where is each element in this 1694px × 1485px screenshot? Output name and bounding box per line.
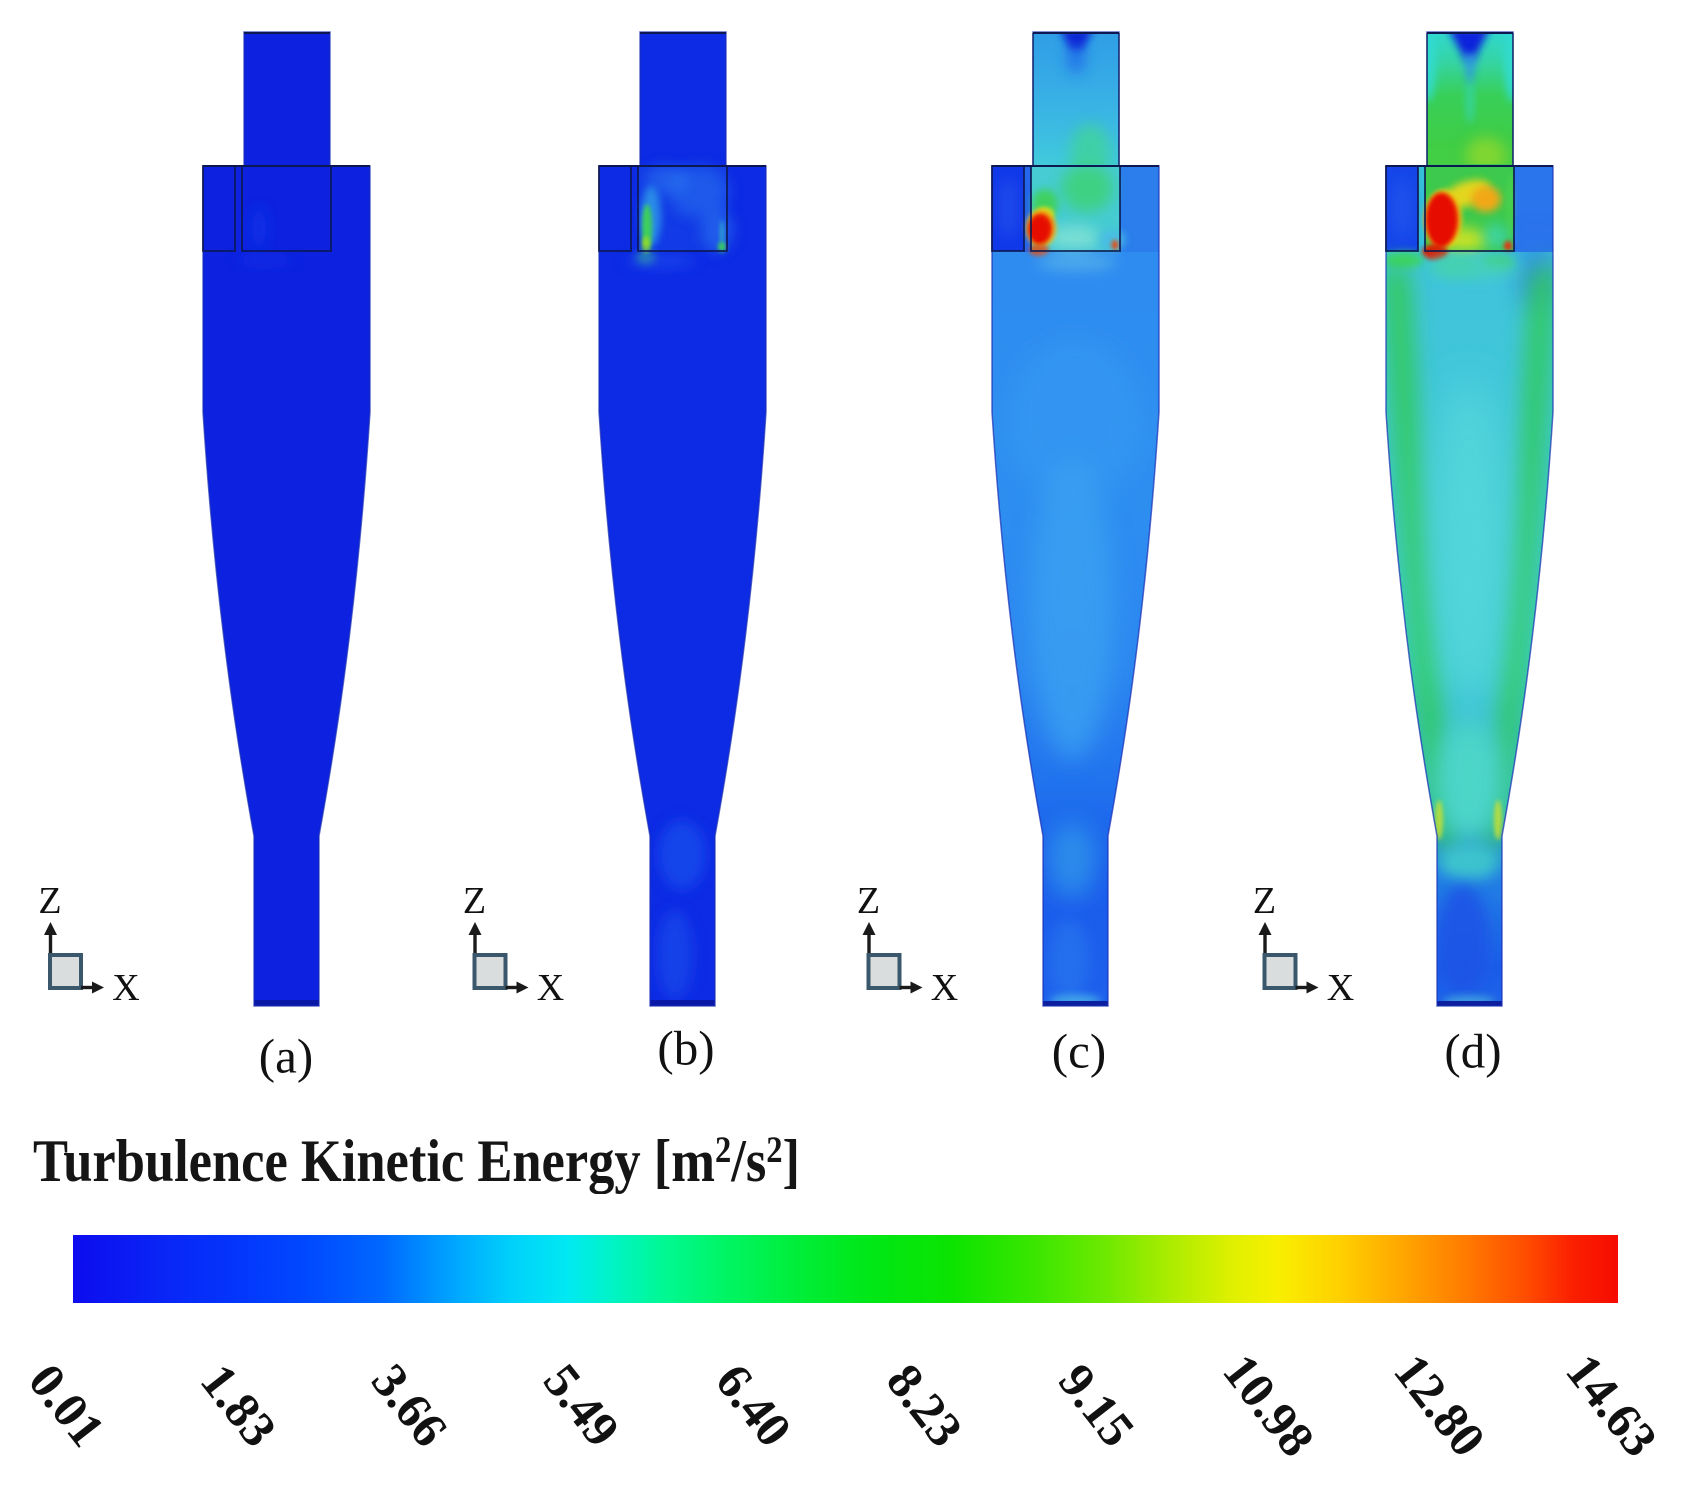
- svg-text:Z: Z: [38, 880, 61, 922]
- svg-text:X: X: [112, 967, 139, 1009]
